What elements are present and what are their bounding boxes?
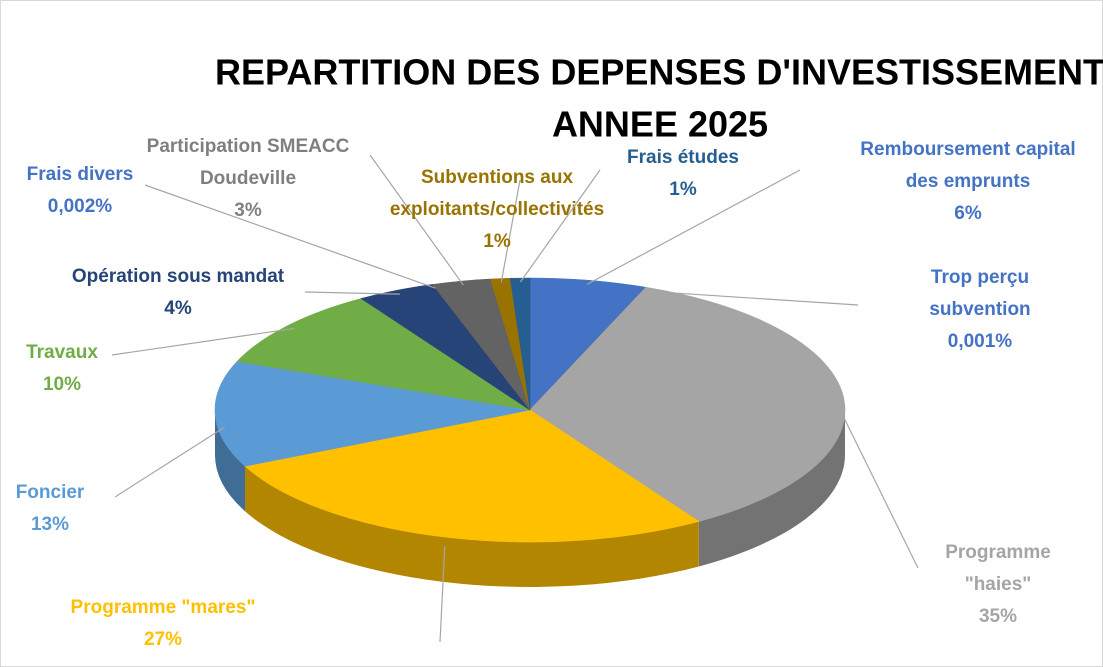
chart-title: REPARTITION DES DEPENSES D'INVESTISSEMEN… xyxy=(215,52,1103,93)
data-label: Doudeville xyxy=(200,168,296,189)
data-label: 6% xyxy=(954,203,982,224)
leader-line xyxy=(519,169,601,283)
data-label: 3% xyxy=(234,200,262,221)
leader-line xyxy=(642,290,859,306)
data-label: 1% xyxy=(483,231,511,252)
data-label: 1% xyxy=(669,179,697,200)
pie-side xyxy=(244,466,699,587)
data-label: Programme "mares" xyxy=(71,597,256,618)
leader-line xyxy=(114,426,225,498)
data-label: Trop perçu xyxy=(931,267,1029,288)
data-label: exploitants/collectivités xyxy=(390,199,604,220)
chart-title: ANNEE 2025 xyxy=(552,104,768,145)
data-label: Travaux xyxy=(26,342,98,363)
leader-line xyxy=(144,184,436,289)
data-label: Participation SMEACC xyxy=(147,136,350,157)
data-label: Frais divers xyxy=(27,164,134,185)
data-label: Frais études xyxy=(627,147,739,168)
leader-line xyxy=(439,546,446,643)
leader-line xyxy=(586,169,801,285)
data-label: subvention xyxy=(929,299,1030,320)
pie-slice xyxy=(236,298,531,411)
data-label: 10% xyxy=(43,374,81,395)
leader-line xyxy=(304,291,400,295)
data-label: 4% xyxy=(164,298,192,319)
data-label: des emprunts xyxy=(906,171,1031,192)
leader-line xyxy=(369,154,464,286)
leader-line xyxy=(500,179,521,283)
data-label: Remboursement capital xyxy=(860,139,1075,160)
pie-slice xyxy=(214,361,531,467)
leader-line xyxy=(833,397,919,569)
data-label: 0,001% xyxy=(948,331,1013,352)
data-label: 0,002% xyxy=(48,196,113,217)
data-label: 13% xyxy=(31,514,69,535)
data-label: Foncier xyxy=(16,482,85,503)
data-label: 35% xyxy=(979,606,1017,627)
data-label: 27% xyxy=(144,629,182,650)
data-label: Opération sous mandat xyxy=(72,266,285,287)
pie-side xyxy=(215,410,245,512)
pie-slice xyxy=(509,277,531,411)
data-label: Subventions aux xyxy=(421,167,573,188)
data-label: Programme xyxy=(945,542,1051,563)
pie-slice xyxy=(244,409,700,543)
leader-line xyxy=(111,327,295,356)
pie-slice xyxy=(529,277,647,411)
data-label: "haies" xyxy=(965,574,1032,595)
pie-side xyxy=(698,410,845,567)
pie-slice xyxy=(529,286,846,522)
